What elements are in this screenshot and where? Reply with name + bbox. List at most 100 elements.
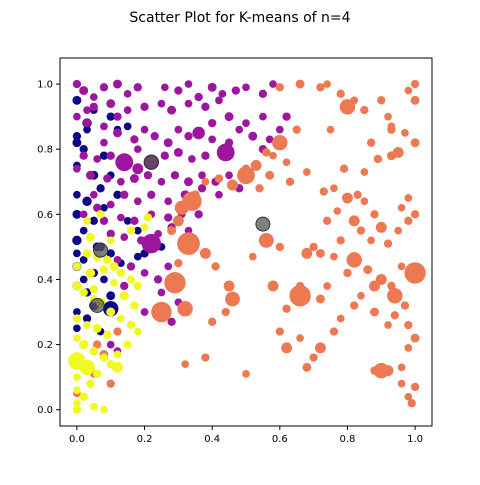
data-point-cluster-0 — [96, 184, 105, 193]
data-point-cluster-1 — [208, 118, 217, 128]
data-point-cluster-1 — [73, 164, 81, 173]
data-point-cluster-3 — [86, 379, 95, 388]
x-tick-label: 1.0 — [407, 434, 423, 445]
data-point-cluster-3 — [85, 268, 96, 278]
data-point-cluster-1 — [174, 125, 183, 134]
data-point-cluster-2 — [330, 184, 338, 193]
data-point-cluster-3 — [140, 223, 149, 232]
data-point-cluster-1 — [173, 147, 183, 157]
data-point-cluster-1 — [103, 174, 112, 183]
data-point-cluster-3 — [73, 386, 81, 395]
data-point-cluster-2 — [356, 226, 366, 235]
data-point-cluster-3 — [72, 314, 82, 323]
data-point-cluster-1 — [197, 184, 207, 193]
data-point-cluster-3 — [106, 307, 116, 317]
data-point-cluster-2 — [397, 262, 406, 271]
data-point-cluster-2 — [360, 105, 369, 115]
data-point-cluster-2 — [363, 265, 373, 275]
data-point-cluster-1 — [85, 170, 95, 180]
data-point-cluster-1 — [133, 197, 142, 206]
data-point-cluster-1 — [248, 131, 258, 141]
data-point-cluster-2 — [387, 288, 403, 304]
data-point-cluster-2 — [330, 252, 338, 261]
data-point-cluster-2 — [177, 301, 193, 317]
data-point-cluster-2 — [390, 311, 399, 320]
data-point-cluster-1 — [188, 155, 196, 163]
data-point-cluster-3 — [83, 216, 91, 225]
x-tick-label: 0.8 — [340, 434, 356, 445]
data-point-cluster-2 — [272, 134, 288, 151]
data-point-cluster-3 — [119, 291, 129, 301]
data-point-cluster-2 — [360, 197, 369, 206]
data-point-cluster-1 — [106, 229, 115, 239]
data-point-cluster-1 — [174, 86, 183, 95]
data-point-cluster-2 — [343, 268, 352, 278]
data-point-cluster-3 — [79, 392, 88, 401]
data-point-cluster-1 — [143, 171, 153, 180]
data-point-cluster-2 — [404, 392, 413, 401]
data-point-cluster-3 — [103, 330, 112, 339]
y-tick-label: 0.2 — [37, 340, 53, 351]
data-point-cluster-2 — [401, 129, 409, 137]
data-point-cluster-0 — [99, 151, 109, 160]
data-point-cluster-1 — [184, 99, 193, 108]
data-point-cluster-3 — [96, 210, 105, 219]
data-point-cluster-3 — [73, 334, 81, 342]
data-point-cluster-1 — [224, 112, 234, 122]
data-point-cluster-2 — [319, 187, 328, 196]
data-point-cluster-3 — [79, 359, 95, 376]
data-point-cluster-2 — [221, 307, 230, 317]
data-point-cluster-1 — [184, 177, 193, 187]
data-point-cluster-1 — [150, 131, 159, 141]
data-point-cluster-0 — [133, 252, 142, 261]
data-point-cluster-1 — [123, 89, 132, 98]
data-point-cluster-0 — [113, 190, 122, 199]
data-point-cluster-1 — [106, 151, 115, 160]
data-point-cluster-2 — [227, 179, 238, 191]
data-point-cluster-2 — [315, 248, 325, 258]
centroid-marker — [89, 298, 105, 314]
data-point-cluster-0 — [106, 249, 115, 258]
data-point-cluster-2 — [275, 83, 284, 92]
data-point-cluster-0 — [79, 226, 88, 235]
data-point-cluster-1 — [113, 112, 122, 121]
data-point-cluster-2 — [275, 242, 284, 252]
data-point-cluster-2 — [404, 343, 413, 352]
data-point-cluster-1 — [225, 171, 233, 180]
data-point-cluster-1 — [133, 83, 142, 92]
data-point-cluster-2 — [400, 301, 410, 310]
data-point-cluster-1 — [113, 128, 122, 138]
data-point-cluster-1 — [157, 99, 166, 108]
data-point-cluster-2 — [397, 379, 406, 388]
data-point-cluster-1 — [79, 86, 89, 96]
data-point-cluster-2 — [410, 210, 420, 219]
data-point-cluster-0 — [73, 308, 81, 316]
data-point-cluster-3 — [92, 323, 102, 333]
data-point-cluster-2 — [348, 215, 360, 227]
data-point-cluster-1 — [164, 197, 173, 206]
data-point-cluster-2 — [377, 96, 386, 105]
data-point-cluster-2 — [269, 151, 277, 160]
data-point-cluster-2 — [292, 125, 301, 134]
data-point-cluster-2 — [282, 304, 291, 313]
data-point-cluster-1 — [153, 275, 163, 284]
data-point-cluster-2 — [366, 138, 376, 147]
data-point-cluster-1 — [89, 93, 98, 101]
data-point-cluster-2 — [93, 340, 102, 349]
data-point-cluster-1 — [275, 125, 284, 134]
data-point-cluster-2 — [383, 239, 393, 248]
data-point-cluster-3 — [100, 405, 108, 414]
data-point-cluster-1 — [215, 190, 223, 199]
data-point-cluster-0 — [82, 196, 92, 207]
data-point-cluster-1 — [100, 138, 108, 147]
data-point-cluster-3 — [123, 340, 132, 349]
data-point-cluster-2 — [309, 353, 318, 362]
data-point-cluster-2 — [182, 191, 202, 212]
data-point-cluster-2 — [392, 146, 404, 158]
data-point-cluster-2 — [336, 314, 345, 323]
data-point-cluster-2 — [370, 366, 379, 375]
data-point-cluster-1 — [167, 105, 177, 115]
data-point-cluster-2 — [410, 138, 420, 148]
data-point-cluster-1 — [117, 177, 125, 186]
